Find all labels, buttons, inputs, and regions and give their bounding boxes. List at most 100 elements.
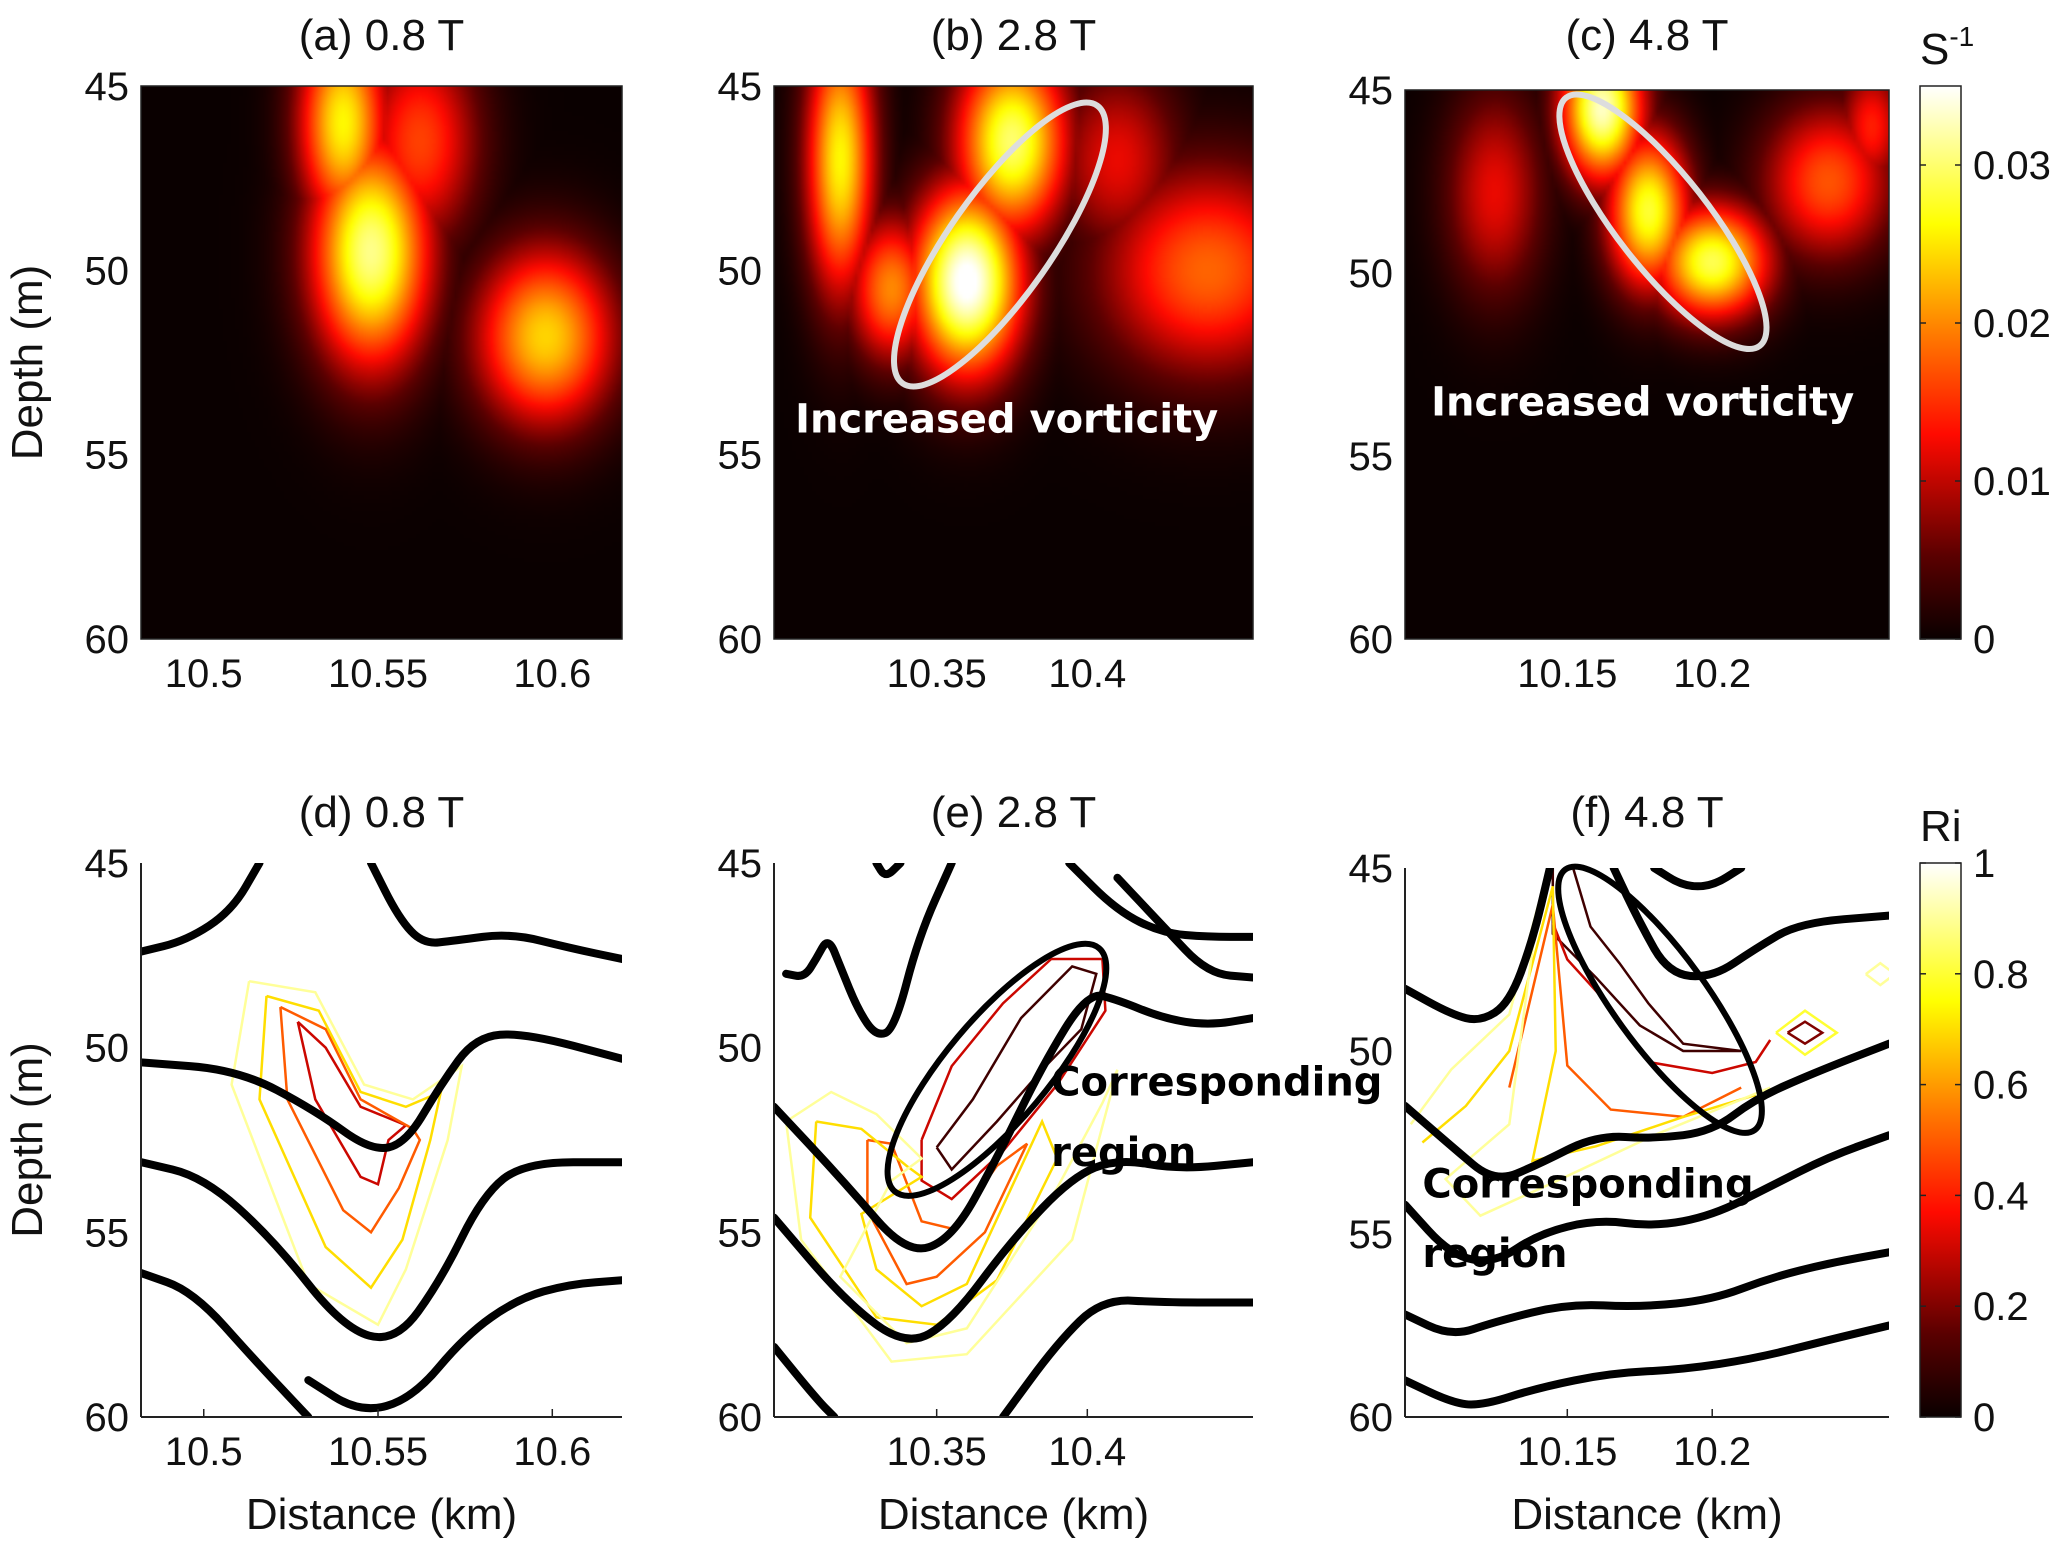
isopycnal-line [774, 1342, 839, 1417]
colorbar-tick-label: 0 [1973, 1396, 1995, 1440]
y-tick-label: 50 [85, 249, 130, 293]
panel-a: (a) 0.8 T 45 50 55 60 10.5 10.55 10.6 Depth (m) [3, 11, 623, 696]
vorticity-colorbar: 0 0.01 0.02 0.03 S-1 [1919, 21, 2051, 662]
isopycnal-line [141, 863, 264, 956]
colorbar-tick-label: 0.01 [1973, 460, 2051, 504]
colorbar-label: Ri [1920, 802, 1962, 851]
annotation-label: Corresponding [1051, 1060, 1382, 1106]
colorbar-gradient [1919, 862, 1962, 1418]
panel-b: Increased vorticity (b) 2.8 T 45 50 55 60 10.3… [718, 11, 1254, 696]
colorbar-tick-label: 0 [1973, 618, 1995, 662]
ri-contour [258, 994, 443, 1290]
y-tick-label: 60 [718, 618, 763, 662]
annotation-label: region [1051, 1130, 1196, 1176]
y-tick-label: 60 [1349, 618, 1394, 662]
panel-title: (f) 4.8 T [1570, 788, 1723, 837]
x-axis-label: Distance (km) [246, 1490, 517, 1539]
plot-frame [140, 85, 623, 640]
colorbar-tick-label: 0.4 [1973, 1174, 2029, 1218]
vorticity-field [1405, 90, 1889, 639]
x-tick-label: 10.15 [1517, 1430, 1617, 1474]
highlight-ellipse [891, 99, 1109, 390]
highlight-ellipse [1555, 863, 1765, 1136]
y-tick-label: 55 [85, 434, 130, 478]
x-tick-label: 10.2 [1673, 1430, 1751, 1474]
colorbar-tick-label: 0.2 [1973, 1285, 2029, 1329]
annotation-label: Increased vorticity [795, 397, 1218, 443]
ri-contour [1865, 961, 1889, 987]
y-tick-label: 45 [85, 65, 130, 109]
y-tick-label: 50 [718, 1027, 763, 1071]
colorbar-tick-label: 1 [1973, 842, 1995, 886]
ri-contour [1421, 885, 1757, 1163]
y-tick-label: 55 [85, 1211, 130, 1255]
y-tick-label: 50 [1349, 1030, 1394, 1074]
isopycnal-line [367, 863, 622, 963]
x-tick-label: 10.35 [887, 1430, 987, 1474]
ri-contour [279, 1005, 422, 1235]
y-tick-label: 55 [718, 434, 763, 478]
isopycnal-line [304, 1276, 622, 1413]
isopycnal-line [1405, 1321, 1889, 1409]
plot-frame [773, 85, 1254, 640]
isopycnal-line [141, 1158, 622, 1341]
x-tick-label: 10.55 [328, 652, 428, 696]
ri-contour [1775, 1009, 1839, 1057]
ri-contour [784, 1069, 1119, 1363]
ri-colorbar: 0 0.2 0.4 0.6 0.8 1Ri [1919, 802, 2029, 1440]
panel-c: Increased vorticity (c) 4.8 T 45 50 55 60 10.1… [1349, 11, 1890, 696]
ri-contour [920, 957, 1107, 1201]
isopycnal-line [141, 1030, 622, 1152]
isopycnal-line [1065, 863, 1253, 941]
x-tick-label: 10.4 [1048, 652, 1126, 696]
x-axis-label: Distance (km) [1511, 1490, 1782, 1539]
y-tick-label: 60 [718, 1396, 763, 1440]
panel-title: (e) 2.8 T [931, 788, 1096, 837]
panel-d: (d) 0.8 T 45 50 55 60 10.5 10.55 10.6 Depth (m) D… [3, 788, 622, 1539]
isopycnal-line [1405, 1131, 1889, 1265]
vorticity-field [774, 86, 1253, 639]
y-tick-label: 55 [718, 1211, 763, 1255]
x-tick-label: 10.6 [513, 1430, 591, 1474]
x-tick-label: 10.2 [1673, 652, 1751, 696]
y-tick-label: 45 [718, 842, 763, 886]
isopycnal-line [999, 1296, 1253, 1417]
colorbar-tick-label: 0.02 [1973, 302, 2051, 346]
y-axis-label: Depth (m) [3, 265, 52, 461]
colorbar-tick-label: 0.03 [1973, 144, 2051, 188]
ri-contour [230, 979, 464, 1327]
colorbar-tick-label: 0.8 [1973, 953, 2029, 997]
highlight-ellipse [1556, 91, 1770, 353]
isopycnal-line [141, 1269, 313, 1417]
x-tick-label: 10.35 [887, 652, 987, 696]
highlight-ellipse [884, 940, 1110, 1199]
panel-e: Corresponding region (e) 2.8 T 45 50 55 60 10.3… [718, 788, 1383, 1539]
colorbar-gradient [1919, 85, 1962, 640]
panel-f: Corresponding region (f) 4.8 T 45 50 55 60 10.1… [1349, 788, 1889, 1539]
isopycnal-line [872, 863, 905, 879]
isopycnal-line [782, 863, 956, 1038]
y-tick-label: 55 [1349, 1213, 1394, 1257]
ri-contour [296, 1020, 409, 1187]
x-tick-label: 10.5 [165, 1430, 243, 1474]
panel-title: (a) 0.8 T [299, 11, 464, 60]
x-tick-label: 10.5 [165, 652, 243, 696]
panel-title: (b) 2.8 T [931, 11, 1096, 60]
y-tick-label: 45 [1349, 847, 1394, 891]
y-tick-label: 55 [1349, 435, 1394, 479]
isopycnal-line [1405, 868, 1554, 1024]
y-tick-label: 45 [718, 65, 763, 109]
ri-contour [1508, 904, 1742, 1119]
annotation-label: Increased vorticity [1431, 380, 1854, 426]
isopycnal-line [1113, 873, 1253, 982]
y-axis-label: Depth (m) [3, 1042, 52, 1238]
x-tick-label: 10.55 [328, 1430, 428, 1474]
ri-contour [808, 1118, 1059, 1327]
panel-title: (c) 4.8 T [1565, 11, 1728, 60]
ri-contour [1786, 1020, 1825, 1046]
y-tick-label: 60 [85, 1396, 130, 1440]
x-tick-label: 10.15 [1517, 652, 1617, 696]
x-tick-label: 10.6 [513, 652, 591, 696]
y-tick-label: 45 [85, 842, 130, 886]
